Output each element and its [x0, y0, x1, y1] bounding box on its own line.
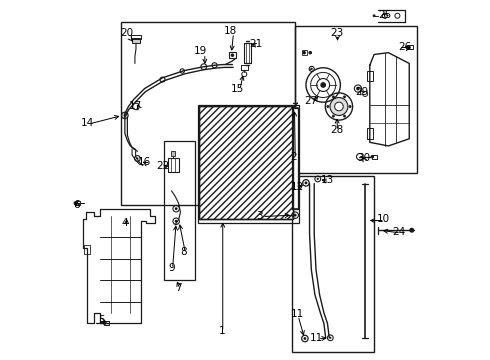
Circle shape — [326, 105, 329, 108]
Circle shape — [303, 337, 306, 340]
Bar — [367, 128, 373, 139]
Text: 16: 16 — [138, 157, 151, 167]
Text: 20: 20 — [120, 28, 133, 38]
Bar — [292, 108, 298, 209]
Text: 19: 19 — [194, 46, 207, 56]
Circle shape — [320, 82, 326, 88]
Circle shape — [317, 178, 319, 180]
Circle shape — [406, 45, 410, 49]
Bar — [245, 43, 251, 63]
Circle shape — [409, 228, 414, 233]
Bar — [241, 65, 248, 69]
Bar — [198, 105, 299, 223]
Text: 13: 13 — [321, 175, 334, 185]
Text: 11: 11 — [291, 310, 304, 319]
Text: 29: 29 — [355, 87, 368, 97]
Circle shape — [311, 68, 313, 70]
Bar — [76, 201, 80, 206]
Text: 7: 7 — [175, 283, 182, 293]
Bar — [132, 39, 140, 43]
Circle shape — [102, 320, 107, 325]
Circle shape — [330, 98, 348, 116]
Text: 15: 15 — [231, 84, 245, 94]
Text: 14: 14 — [80, 118, 94, 128]
Circle shape — [332, 95, 335, 98]
Text: 12: 12 — [291, 182, 304, 192]
Bar — [302, 50, 307, 55]
Text: 27: 27 — [305, 96, 318, 106]
Bar — [84, 244, 90, 253]
Text: 26: 26 — [398, 42, 411, 52]
Text: 10: 10 — [376, 215, 390, 224]
Bar — [199, 107, 293, 220]
Circle shape — [356, 87, 360, 90]
Circle shape — [309, 51, 312, 54]
Text: 5: 5 — [98, 315, 105, 325]
Bar — [292, 176, 374, 352]
Circle shape — [329, 337, 331, 339]
Text: 2: 2 — [290, 152, 297, 162]
Bar — [168, 158, 179, 172]
Text: 21: 21 — [249, 39, 262, 49]
Text: 30: 30 — [357, 153, 370, 163]
Circle shape — [373, 14, 375, 17]
Bar — [131, 35, 141, 39]
Circle shape — [175, 220, 177, 223]
Circle shape — [123, 114, 126, 117]
Circle shape — [349, 105, 351, 108]
Text: 9: 9 — [168, 263, 175, 273]
Circle shape — [302, 51, 306, 54]
Text: 25: 25 — [378, 10, 392, 20]
Text: 1: 1 — [219, 325, 225, 336]
Circle shape — [332, 115, 335, 118]
Bar — [122, 22, 295, 205]
Circle shape — [175, 207, 177, 210]
Bar — [408, 45, 413, 49]
Text: 17: 17 — [129, 102, 142, 112]
Text: 11: 11 — [310, 333, 323, 343]
Text: 4: 4 — [122, 218, 128, 228]
Circle shape — [343, 115, 346, 118]
Text: 24: 24 — [392, 227, 406, 237]
Bar — [164, 140, 195, 280]
Circle shape — [343, 95, 346, 98]
Text: 6: 6 — [73, 200, 80, 210]
Circle shape — [74, 201, 78, 206]
Bar — [104, 320, 109, 325]
Bar — [171, 151, 175, 156]
Text: 23: 23 — [330, 28, 343, 38]
Bar — [229, 51, 236, 58]
Bar — [295, 26, 417, 173]
Circle shape — [136, 157, 139, 159]
Text: 3: 3 — [256, 211, 263, 221]
Bar — [199, 107, 293, 220]
Text: 22: 22 — [156, 161, 169, 171]
Text: 18: 18 — [224, 26, 237, 36]
Circle shape — [370, 155, 374, 158]
Text: 8: 8 — [181, 247, 187, 257]
Text: 28: 28 — [330, 125, 343, 135]
Circle shape — [335, 102, 343, 111]
Circle shape — [304, 181, 307, 184]
Bar — [367, 71, 373, 81]
Bar — [371, 154, 377, 159]
Circle shape — [294, 214, 296, 217]
Circle shape — [231, 53, 234, 57]
